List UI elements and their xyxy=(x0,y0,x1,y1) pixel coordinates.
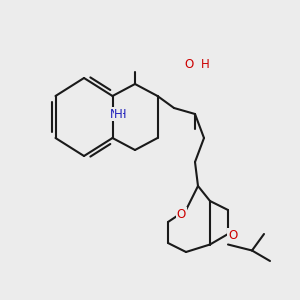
Text: O: O xyxy=(184,58,194,71)
Text: O: O xyxy=(177,208,186,221)
Text: NH: NH xyxy=(110,107,127,121)
Text: H: H xyxy=(114,108,123,121)
Text: H: H xyxy=(201,58,210,71)
Text: O: O xyxy=(228,229,237,242)
